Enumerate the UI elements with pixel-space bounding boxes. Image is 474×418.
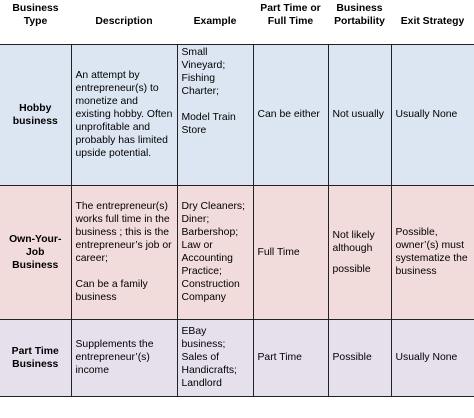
row-exit-strategy: Possible, owner’(s) must systematize the… [390, 185, 474, 320]
portability-text: Possible [332, 352, 372, 364]
row-example: Small Vineyard; Fishing Charter; Model Tr… [176, 43, 253, 186]
header-description: Description [71, 0, 177, 44]
description-text: The entrepreneur(s) works full time in t… [75, 201, 172, 265]
table-row: Part Time Business Supplements the entre… [0, 319, 474, 398]
table-row: Own-Your-Job Business The entrepreneur(s… [0, 185, 474, 320]
row-portability: Not likely although possible [327, 185, 391, 320]
header-row: Business Type Description Example Part T… [0, 0, 474, 44]
row-description: Supplements the entrepreneur’(s) income [70, 319, 177, 398]
description-text: Can be a family business [75, 279, 148, 304]
row-business-type: Part Time Business [0, 319, 71, 398]
row-description: The entrepreneur(s) works full time in t… [70, 185, 177, 320]
row-portability: Possible [327, 319, 391, 398]
portability-text: Not likely although [332, 229, 375, 254]
example-text: Model Train Store [181, 111, 236, 136]
description-text: Supplements the entrepreneur’(s) income [75, 339, 154, 377]
row-time: Part Time [252, 319, 328, 398]
example-text: EBay business; Sales of Handicrafts; Lan… [181, 326, 237, 390]
example-text: Small Vineyard; Fishing Charter; [181, 46, 226, 97]
description-text: An attempt by entrepreneur(s) to monetiz… [75, 70, 173, 160]
header-part-full-time: Part Time or Full Time [253, 0, 328, 44]
row-description: An attempt by entrepreneur(s) to monetiz… [70, 43, 177, 186]
header-portability: Business Portability [328, 0, 391, 44]
row-example: Dry Cleaners; Diner; Barbershop; Law or … [176, 185, 253, 320]
row-business-type: Own-Your-Job Business [0, 185, 71, 320]
header-exit-strategy: Exit Strategy [391, 0, 474, 44]
business-types-table: Business Type Description Example Part T… [0, 0, 474, 398]
row-time: Can be either [252, 43, 328, 186]
row-business-type: Hobby business [0, 43, 71, 186]
row-time: Full Time [252, 185, 328, 320]
header-business-type: Business Type [0, 0, 71, 44]
table-row: Hobby business An attempt by entrepreneu… [0, 43, 474, 186]
header-example: Example [177, 0, 253, 44]
portability-text: possible [332, 263, 371, 275]
row-exit-strategy: Usually None [390, 319, 474, 398]
row-portability: Not usually [327, 43, 391, 186]
portability-text: Not usually [332, 109, 384, 121]
example-text: Dry Cleaners; Diner; Barbershop; Law or … [181, 201, 246, 304]
row-example: EBay business; Sales of Handicrafts; Lan… [176, 319, 253, 398]
row-exit-strategy: Usually None [390, 43, 474, 186]
